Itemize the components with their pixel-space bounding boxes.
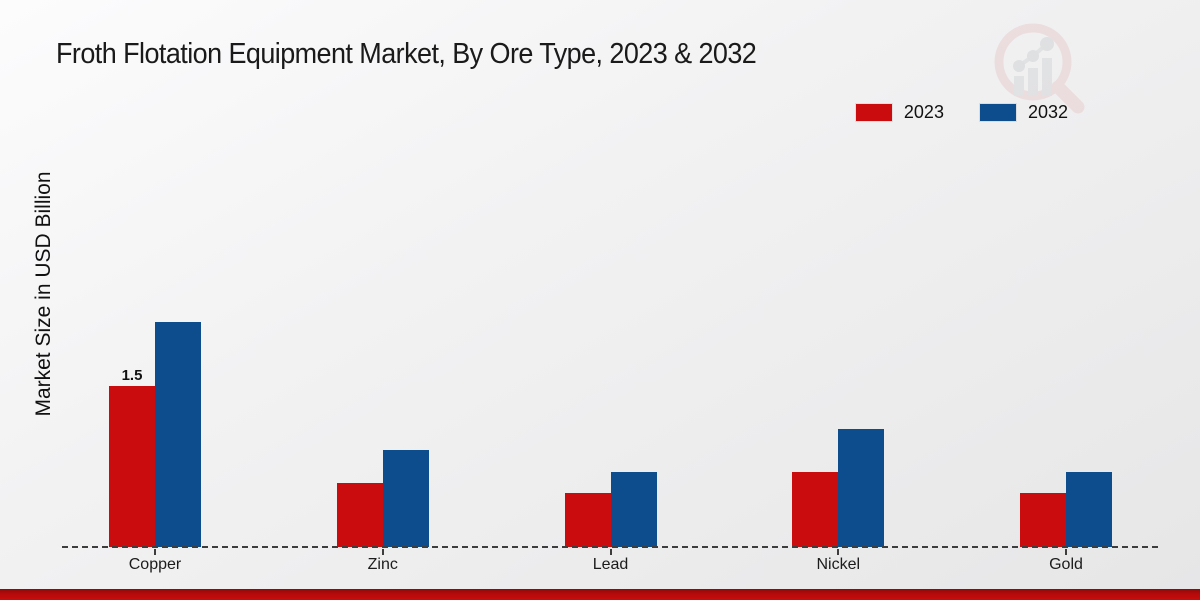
bar-2032-lead: [610, 472, 657, 547]
category-label-nickel: Nickel: [816, 556, 861, 573]
x-axis-tick-lead: [609, 549, 612, 555]
legend-swatch-2032: [979, 104, 1016, 121]
legend-swatch-2023: [855, 104, 892, 121]
chart-title: Froth Flotation Equipment Market, By Ore…: [56, 38, 757, 70]
legend-label-2032: 2032: [1027, 102, 1068, 122]
legend-item-2032: 2032: [979, 102, 1068, 123]
x-axis-tick-zinc: [381, 549, 384, 555]
bar-2032-zinc: [382, 450, 429, 547]
bar-2032-gold: [1066, 472, 1112, 547]
category-label-gold: Gold: [1049, 556, 1083, 573]
category-label-copper: Copper: [128, 556, 182, 573]
bar-2023-gold: [1020, 493, 1066, 547]
x-axis-line: [62, 546, 1158, 548]
bar-2023-copper: [109, 386, 155, 547]
bar-2032-copper: [155, 322, 201, 547]
data-label-2023-copper: 1.5: [121, 367, 143, 384]
magnifier-bar-chart-logo-icon: [994, 23, 1085, 114]
legend-label-2023: 2023: [903, 102, 944, 122]
x-axis-tick-nickel: [837, 549, 840, 555]
category-label-zinc: Zinc: [367, 556, 398, 573]
x-axis-tick-copper: [154, 549, 156, 555]
bottom-accent-bar: [0, 589, 1200, 600]
x-axis-tick-gold: [1065, 549, 1067, 555]
bar-2023-lead: [564, 493, 611, 547]
legend-item-2023: 2023: [855, 102, 944, 123]
bar-2023-zinc: [336, 483, 383, 547]
legend: 2023 2032: [855, 102, 1068, 123]
bar-2032-nickel: [838, 429, 885, 547]
category-label-lead: Lead: [592, 556, 629, 573]
bar-2023-nickel: [792, 472, 839, 547]
